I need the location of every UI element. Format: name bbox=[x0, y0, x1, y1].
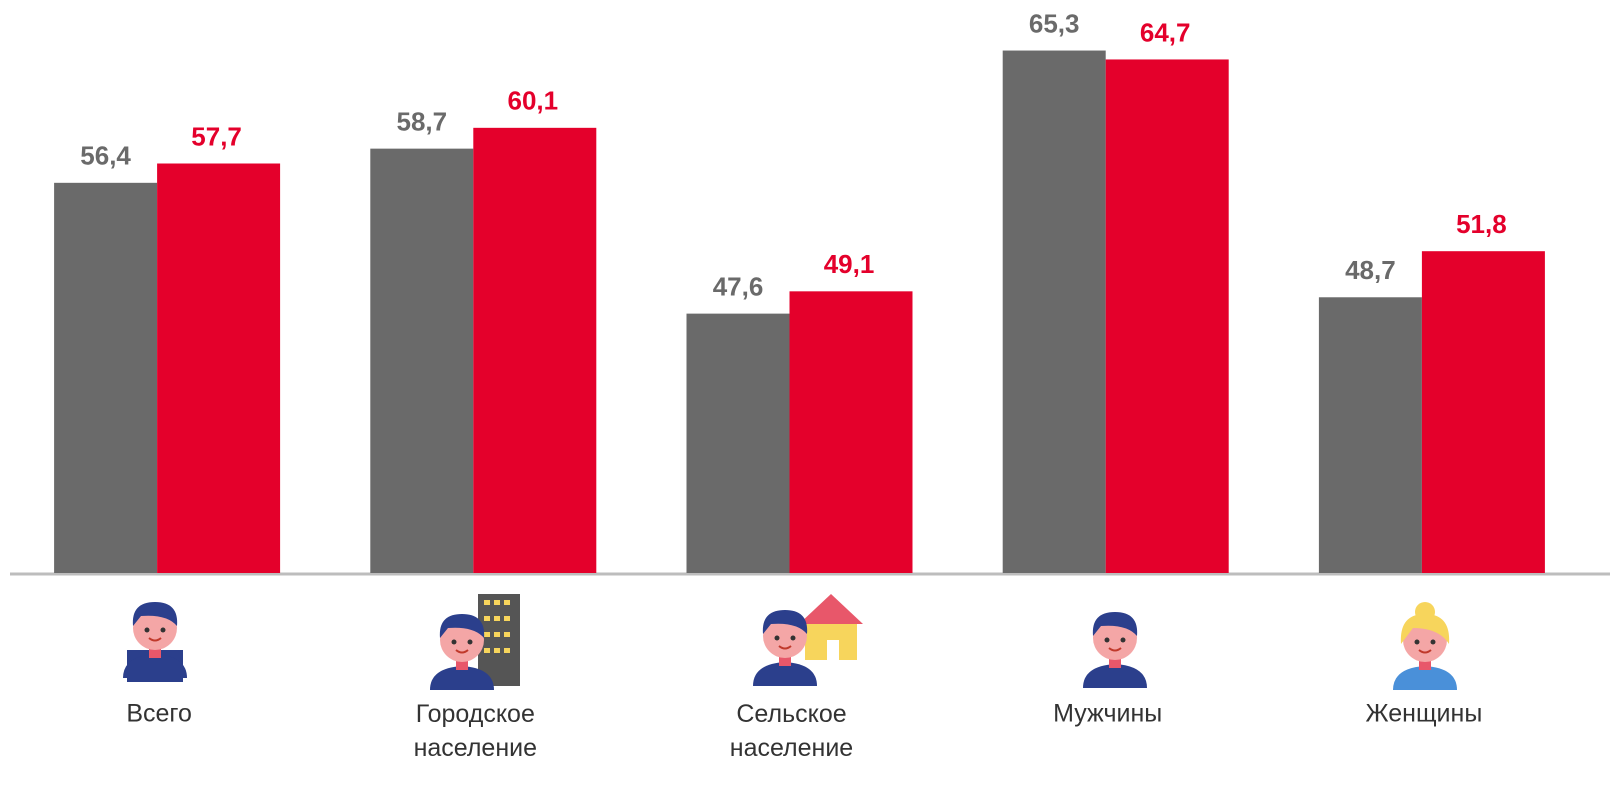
bar bbox=[789, 291, 913, 573]
bar bbox=[157, 163, 281, 573]
value-label: 48,7 bbox=[1345, 255, 1396, 285]
value-label: 51,8 bbox=[1456, 209, 1507, 239]
icon-women bbox=[1393, 602, 1457, 690]
bar bbox=[1105, 59, 1229, 573]
x-tick-label: Женщины bbox=[1366, 700, 1483, 728]
value-label: 64,7 bbox=[1140, 17, 1191, 47]
icon-men bbox=[1082, 611, 1148, 689]
x-tick-label: Городское население bbox=[414, 700, 537, 762]
bar bbox=[370, 148, 474, 574]
icon-total bbox=[122, 601, 188, 682]
icon-urban bbox=[429, 594, 520, 691]
bar bbox=[473, 127, 597, 573]
value-label: 57,7 bbox=[191, 121, 242, 151]
bar bbox=[54, 182, 158, 574]
icon-rural bbox=[752, 594, 863, 687]
bar bbox=[1002, 50, 1106, 573]
bar bbox=[1318, 297, 1422, 573]
value-label: 47,6 bbox=[713, 272, 764, 302]
bar bbox=[686, 313, 790, 573]
bar bbox=[1421, 251, 1545, 574]
value-label: 58,7 bbox=[396, 107, 447, 137]
value-label: 49,1 bbox=[824, 249, 875, 279]
x-tick-label: Сельское население bbox=[730, 700, 853, 762]
value-label: 65,3 bbox=[1029, 8, 1080, 38]
x-tick-label: Всего bbox=[126, 700, 192, 728]
value-label: 60,1 bbox=[507, 86, 558, 116]
x-tick-label: Мужчины bbox=[1053, 700, 1162, 728]
value-label: 56,4 bbox=[80, 141, 131, 171]
